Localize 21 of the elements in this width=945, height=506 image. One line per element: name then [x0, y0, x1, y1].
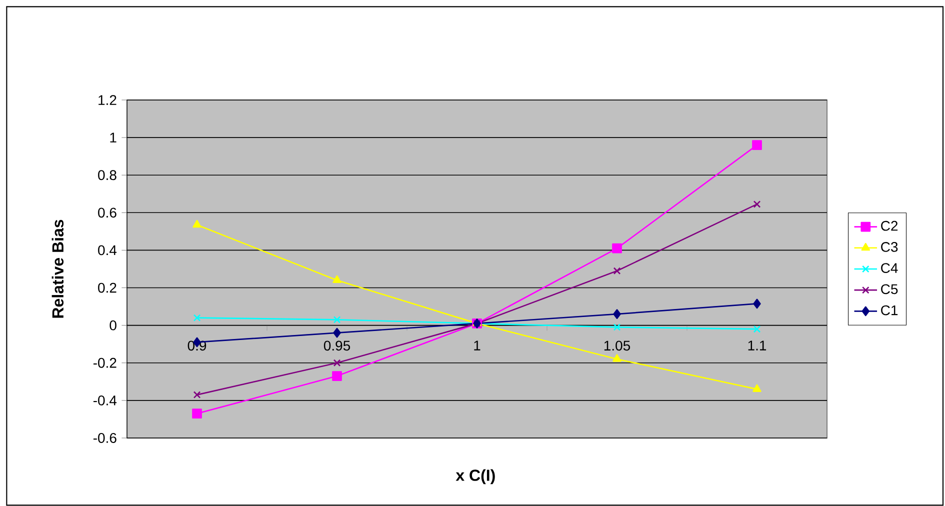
y-tick-label: -0.2 [93, 358, 116, 368]
y-tick-label: 0.8 [98, 170, 116, 180]
legend-label: C2 [881, 220, 898, 231]
y-tick-label: 0.4 [98, 245, 117, 256]
x-tick-label: 1.1 [748, 340, 766, 350]
legend-label: C5 [881, 284, 898, 294]
legend-label: C3 [881, 242, 898, 252]
legend-label: C4 [881, 263, 898, 274]
y-tick-label: 0.6 [98, 208, 116, 218]
y-tick-label: -0.6 [93, 433, 116, 443]
x-axis-title: x C(I) [456, 469, 495, 484]
y-tick-label: -0.4 [93, 395, 117, 406]
x-tick-label: 1 [474, 340, 480, 350]
y-tick-label: 0 [110, 320, 116, 330]
legend-label: C1 [881, 305, 898, 316]
x-tick-label: 1.05 [604, 340, 630, 351]
y-axis-title: Relative Bias [52, 220, 64, 318]
y-tick-label: 1.2 [98, 95, 116, 105]
x-tick-label: 0.95 [324, 340, 350, 351]
y-tick-label: 1 [110, 132, 116, 142]
y-tick-label: 0.2 [98, 282, 116, 293]
